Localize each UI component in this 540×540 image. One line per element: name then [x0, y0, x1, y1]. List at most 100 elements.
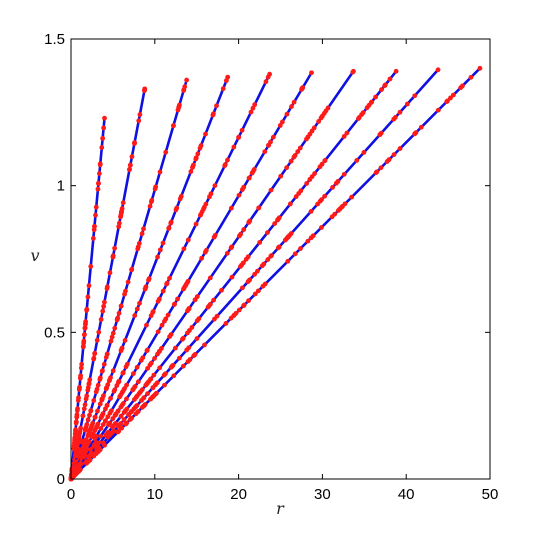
data-point: [136, 241, 142, 246]
data-point: [206, 303, 212, 309]
data-point: [356, 116, 361, 121]
data-point: [246, 175, 252, 181]
data-point: [109, 334, 115, 340]
data-point: [191, 353, 197, 359]
data-point: [171, 373, 177, 379]
data-point: [157, 169, 163, 175]
data-point: [163, 316, 169, 322]
data-point: [97, 401, 103, 407]
data-point: [104, 351, 110, 357]
y-tick-label: 0: [57, 471, 65, 488]
data-point: [295, 149, 301, 154]
data-point: [110, 254, 116, 260]
data-point: [84, 307, 90, 313]
data-point: [77, 430, 83, 436]
data-point: [95, 382, 101, 388]
data-point: [146, 276, 152, 282]
data-point: [373, 94, 379, 100]
data-point: [477, 65, 483, 71]
x-tick-label: 0: [67, 486, 75, 503]
data-point: [92, 428, 98, 434]
data-point: [150, 310, 156, 315]
data-point: [104, 286, 110, 291]
data-point: [225, 157, 230, 163]
data-point: [134, 364, 140, 370]
data-point: [175, 296, 180, 302]
data-point: [144, 322, 149, 328]
data-point: [77, 467, 83, 473]
data-point: [276, 244, 282, 250]
data-point: [97, 161, 103, 167]
data-point: [114, 383, 120, 388]
data-point: [102, 418, 108, 424]
data-point: [167, 275, 172, 281]
data-point: [84, 460, 89, 466]
data-point: [155, 254, 160, 260]
data-point: [132, 313, 138, 318]
x-axis-label: r: [276, 499, 285, 518]
data-point: [256, 205, 262, 211]
data-point: [170, 123, 176, 129]
data-point: [229, 244, 235, 250]
data-point: [102, 442, 107, 448]
data-point: [119, 209, 124, 215]
data-point: [134, 403, 140, 408]
data-point: [308, 208, 314, 214]
data-point: [391, 152, 397, 158]
data-point: [225, 74, 231, 80]
y-axis-label: v: [30, 246, 39, 265]
data-point: [110, 330, 116, 336]
data-point: [127, 162, 133, 168]
data-point: [136, 118, 142, 124]
data-point: [259, 263, 265, 269]
data-point: [289, 104, 294, 109]
data-point: [161, 372, 167, 378]
data-point: [73, 419, 79, 425]
data-point: [268, 187, 274, 193]
data-point: [373, 170, 379, 175]
data-point: [160, 240, 166, 246]
data-point: [116, 378, 122, 384]
data-point: [185, 330, 190, 336]
data-point: [361, 150, 367, 155]
series-10: [68, 65, 483, 482]
data-point: [246, 220, 252, 225]
data-point: [236, 233, 242, 239]
data-point: [110, 424, 115, 430]
data-point: [460, 83, 465, 89]
data-point: [247, 277, 252, 283]
data-point: [180, 363, 186, 369]
data-point: [435, 67, 441, 73]
data-point: [468, 74, 474, 80]
data-point: [155, 298, 161, 304]
data-point: [86, 283, 92, 289]
data-point: [185, 278, 191, 284]
data-point: [194, 318, 200, 324]
data-point: [185, 237, 191, 243]
data-point: [249, 170, 255, 176]
data-point: [97, 447, 103, 453]
data-point: [278, 173, 284, 179]
data-point: [77, 385, 82, 391]
data-point: [222, 163, 228, 169]
data-point: [99, 368, 105, 374]
data-point: [223, 321, 229, 326]
data-point: [165, 312, 171, 318]
data-point: [272, 221, 278, 226]
data-point: [197, 145, 203, 151]
data-point: [287, 201, 293, 207]
data-point: [129, 266, 135, 272]
data-point: [146, 379, 152, 384]
data-point: [92, 414, 98, 420]
data-point: [246, 298, 251, 304]
data-point: [291, 154, 297, 160]
plot-frame: [70, 38, 491, 480]
data-point: [102, 299, 107, 305]
data-point: [152, 186, 158, 192]
data-point: [108, 338, 114, 344]
data-point: [114, 317, 120, 323]
data-point: [100, 308, 106, 314]
data-point: [202, 249, 208, 255]
data-point: [131, 406, 137, 412]
data-point: [239, 127, 245, 133]
